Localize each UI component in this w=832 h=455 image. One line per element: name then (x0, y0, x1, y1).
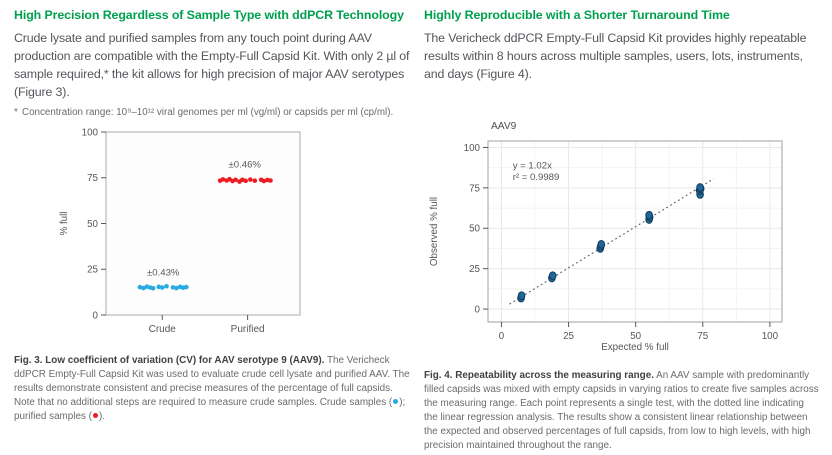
svg-text:25: 25 (469, 264, 480, 275)
svg-text:0: 0 (475, 305, 481, 316)
svg-text:Crude: Crude (149, 324, 177, 335)
fig3-caption-bold: Fig. 3. Low coefficient of variation (CV… (14, 355, 325, 367)
svg-text:100: 100 (464, 143, 481, 154)
crude-sample-dot-icon (393, 398, 399, 404)
svg-text:75: 75 (469, 183, 480, 194)
fig4-caption-text: An AAV sample with predominantly filled … (424, 370, 819, 451)
fig3-caption-text-2: ); purified samples ( (14, 396, 406, 422)
left-body: Crude lysate and purified samples from a… (14, 30, 410, 100)
left-heading: High Precision Regardless of Sample Type… (14, 8, 404, 22)
fig3-caption-text-3: ). (98, 410, 105, 422)
fig3-chart: 0 25 50 75 100 Crude Purified % full ±0.43% ±0.46… (59, 128, 301, 335)
fig4-chart: 0 25 50 75 100 0 25 50 75 100 AAV9 Expected % full O… (429, 121, 783, 353)
fig4-caption-bold: Fig. 4. Repeatability across the measuri… (424, 370, 654, 382)
fig4-figure: 0 25 50 75 100 0 25 50 75 100 AAV9 Expected % full O… (424, 107, 820, 364)
fig4-caption: Fig. 4. Repeatability across the measuri… (424, 369, 820, 452)
fig3-caption-text-1: The Vericheck ddPCR Empty-Full Capsid Ki… (14, 355, 410, 408)
svg-text:% full: % full (59, 212, 70, 236)
svg-text:y = 1.02x: y = 1.02x (513, 161, 552, 172)
svg-text:100: 100 (82, 128, 99, 139)
footnote: * Concentration range: 10⁹–10¹² viral gen… (14, 107, 407, 120)
right-body: The Vericheck ddPCR Empty-Full Capsid Ki… (424, 30, 807, 81)
svg-text:±0.43%: ±0.43% (147, 268, 180, 279)
svg-text:75: 75 (87, 174, 98, 185)
footnote-text: Concentration range: 10⁹–10¹² viral geno… (22, 107, 394, 119)
svg-text:25: 25 (563, 331, 574, 342)
left-column: High Precision Regardless of Sample Type… (14, 8, 410, 452)
svg-text:Expected % full: Expected % full (601, 342, 669, 353)
right-heading: Highly Reproducible with a Shorter Turna… (424, 8, 730, 22)
svg-text:0: 0 (93, 311, 99, 322)
svg-text:50: 50 (469, 224, 480, 235)
svg-text:±0.46%: ±0.46% (228, 160, 261, 171)
svg-text:0: 0 (499, 331, 505, 342)
svg-text:75: 75 (697, 331, 708, 342)
fig3-figure: 0 25 50 75 100 Crude Purified % full ±0.43% ±0.46… (54, 122, 410, 349)
svg-text:r² = 0.9989: r² = 0.9989 (513, 172, 560, 183)
svg-text:50: 50 (87, 219, 98, 230)
footnote-marker: * (14, 107, 18, 119)
purified-sample-dot-icon (92, 412, 98, 418)
svg-text:Observed % full: Observed % full (429, 197, 440, 266)
svg-text:25: 25 (87, 265, 98, 276)
fig3-caption: Fig. 3. Low coefficient of variation (CV… (14, 354, 410, 423)
svg-text:Purified: Purified (231, 324, 265, 335)
svg-text:50: 50 (630, 331, 641, 342)
svg-text:100: 100 (762, 331, 779, 342)
right-column: Highly Reproducible with a Shorter Turna… (424, 8, 820, 452)
svg-text:AAV9: AAV9 (491, 121, 517, 132)
